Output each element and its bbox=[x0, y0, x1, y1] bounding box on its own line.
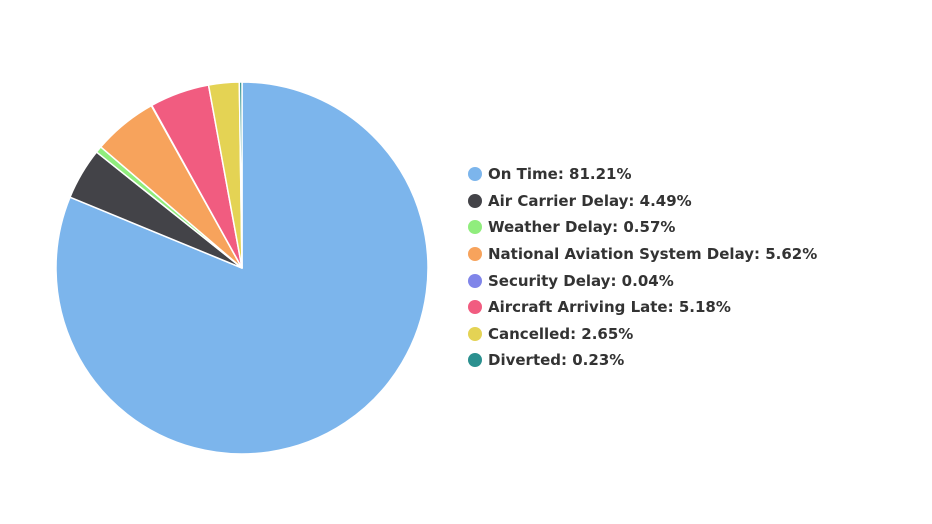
legend-label-cancelled: Cancelled: 2.65% bbox=[488, 324, 634, 343]
legend-swatch-cancelled bbox=[468, 326, 482, 341]
pie-slice-diverted[interactable] bbox=[238, 81, 243, 269]
legend-item-security-delay[interactable]: Security Delay: 0.04% bbox=[468, 267, 817, 294]
legend-swatch-on-time bbox=[468, 167, 482, 182]
legend-swatch-aircraft-arriving-late bbox=[468, 300, 482, 315]
legend-label-on-time: On Time: 81.21% bbox=[488, 165, 632, 184]
legend-swatch-diverted bbox=[468, 353, 482, 368]
chart-legend: On Time: 81.21% Air Carrier Delay: 4.49%… bbox=[468, 161, 817, 374]
legend-swatch-air-carrier-delay bbox=[468, 193, 482, 208]
legend-swatch-weather-delay bbox=[468, 220, 482, 235]
legend-swatch-security-delay bbox=[468, 273, 482, 288]
legend-item-diverted[interactable]: Diverted: 0.23% bbox=[468, 347, 817, 374]
legend-label-weather-delay: Weather Delay: 0.57% bbox=[488, 218, 676, 237]
legend-item-on-time[interactable]: On Time: 81.21% bbox=[468, 161, 817, 188]
legend-item-air-carrier-delay[interactable]: Air Carrier Delay: 4.49% bbox=[468, 188, 817, 215]
legend-label-security-delay: Security Delay: 0.04% bbox=[488, 271, 674, 290]
legend-label-aircraft-arriving-late: Aircraft Arriving Late: 5.18% bbox=[488, 298, 731, 317]
legend-item-aircraft-arriving-late[interactable]: Aircraft Arriving Late: 5.18% bbox=[468, 294, 817, 321]
legend-label-diverted: Diverted: 0.23% bbox=[488, 351, 625, 370]
legend-label-national-aviation-system-delay: National Aviation System Delay: 5.62% bbox=[488, 245, 818, 264]
legend-item-cancelled[interactable]: Cancelled: 2.65% bbox=[468, 321, 817, 348]
legend-label-air-carrier-delay: Air Carrier Delay: 4.49% bbox=[488, 191, 692, 210]
legend-swatch-national-aviation-system-delay bbox=[468, 247, 482, 262]
legend-item-national-aviation-system-delay[interactable]: National Aviation System Delay: 5.62% bbox=[468, 241, 817, 268]
legend-item-weather-delay[interactable]: Weather Delay: 0.57% bbox=[468, 214, 817, 241]
